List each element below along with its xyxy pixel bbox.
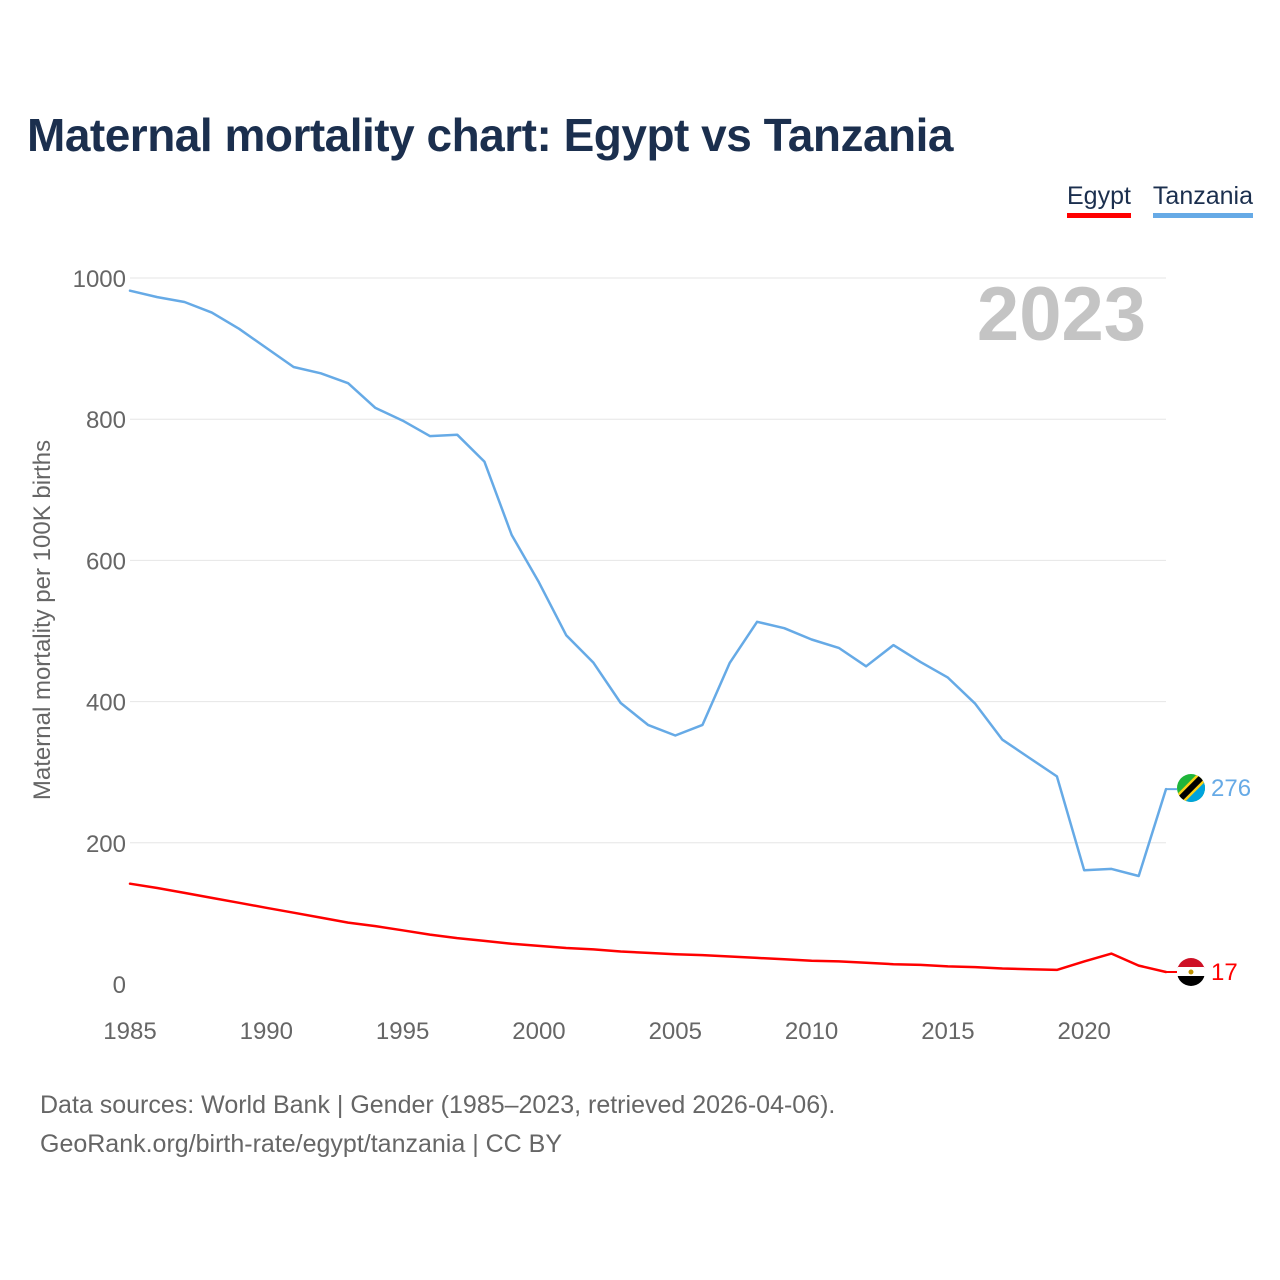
legend-egypt[interactable]: Egypt — [1066, 182, 1131, 218]
y-tick-label: 1000 — [73, 266, 126, 293]
x-tick-label: 1990 — [240, 1018, 293, 1045]
y-tick-label: 0 — [113, 972, 126, 999]
egypt-end-value: 17 — [1211, 959, 1238, 986]
y-axis-ticks: 0 200 400 600 800 1000 — [73, 266, 126, 999]
x-tick-label: 2000 — [512, 1018, 565, 1045]
series — [128, 289, 1177, 974]
legend-tanzania[interactable]: Tanzania — [1152, 182, 1253, 218]
series-line-egypt — [128, 882, 1168, 974]
footer: Data sources: World Bank | Gender (1985–… — [40, 1086, 835, 1164]
year-watermark: 2023 — [977, 272, 1146, 357]
x-tick-label: 2010 — [785, 1018, 838, 1045]
y-tick-label: 200 — [86, 831, 126, 858]
egypt-flag-icon — [1177, 958, 1205, 986]
x-tick-label: 1995 — [376, 1018, 429, 1045]
legend: Egypt Tanzania — [1066, 182, 1253, 218]
series-line-tanzania — [128, 289, 1168, 878]
x-tick-label: 1985 — [103, 1018, 156, 1045]
tanzania-flag-icon — [1177, 774, 1205, 802]
line-chart: 2023 0 200 400 600 800 1000 1985 1990 1995 2000 2… — [29, 266, 1251, 1045]
x-axis-ticks: 1985 1990 1995 2000 2005 2010 2015 2020 — [103, 1018, 1111, 1045]
y-tick-label: 400 — [86, 690, 126, 717]
x-tick-label: 2005 — [649, 1018, 702, 1045]
x-tick-label: 2015 — [921, 1018, 974, 1045]
y-axis-label: Maternal mortality per 100K births — [29, 440, 56, 800]
gridlines — [130, 277, 1166, 844]
y-tick-label: 800 — [86, 407, 126, 434]
y-tick-label: 600 — [86, 548, 126, 575]
tanzania-end-value: 276 — [1211, 775, 1251, 802]
attribution-link[interactable]: GeoRank.org/birth-rate/egypt/tanzania | … — [40, 1130, 563, 1158]
data-source-text: Data sources: World Bank | Gender (1985–… — [40, 1091, 836, 1119]
chart-title: Maternal mortality chart: Egypt vs Tanza… — [27, 109, 954, 161]
x-tick-label: 2020 — [1058, 1018, 1111, 1045]
